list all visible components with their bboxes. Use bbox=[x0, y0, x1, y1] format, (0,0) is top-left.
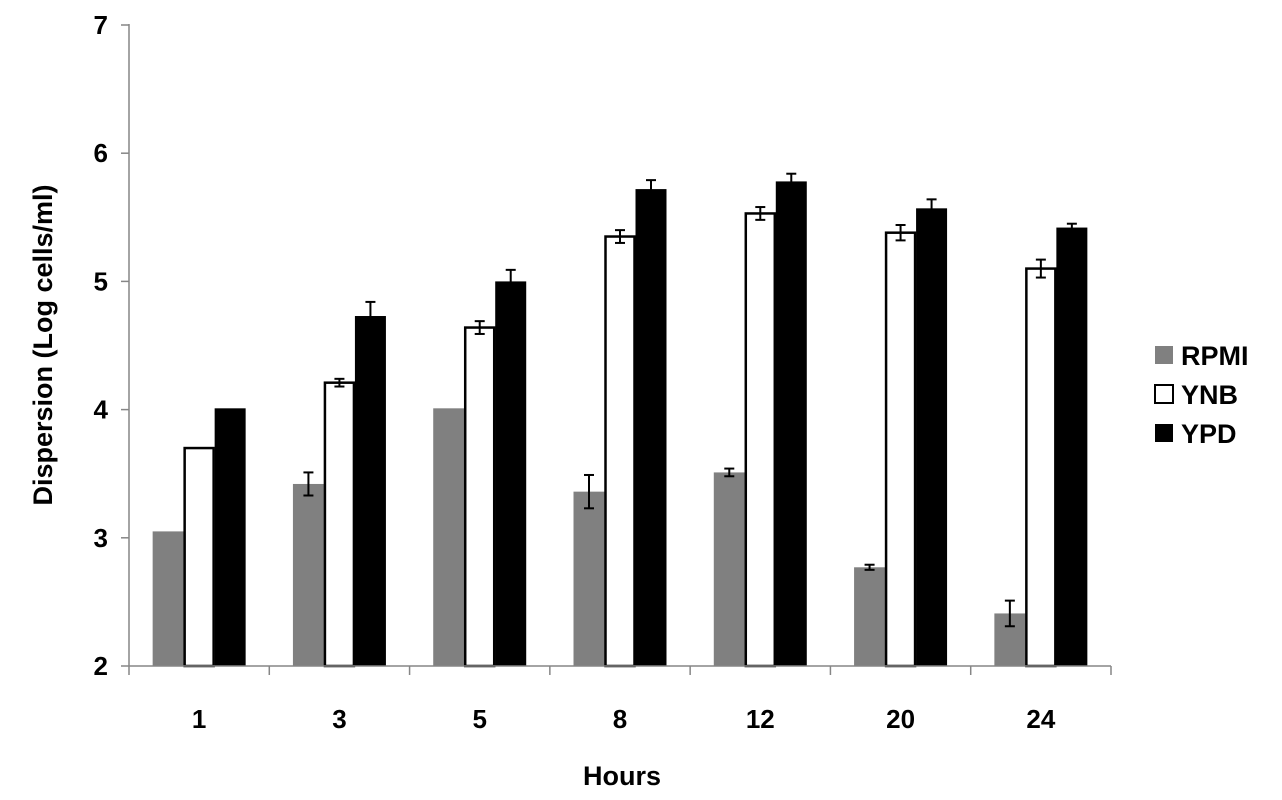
legend-swatch bbox=[1154, 384, 1174, 404]
error-bar-rpmi-8 bbox=[584, 473, 594, 510]
axes: 2 3 4 5 6 7 1 3 5 8 12 20 24 bbox=[94, 10, 1112, 734]
x-tick-label: 8 bbox=[613, 704, 627, 734]
bar-rpmi-3 bbox=[292, 483, 324, 666]
bar-rpmi-12 bbox=[713, 472, 745, 666]
x-axis-title: Hours bbox=[583, 761, 661, 791]
bar-ynb-12 bbox=[744, 212, 777, 668]
x-tick-label: 3 bbox=[332, 704, 346, 734]
bar-ypd-20 bbox=[916, 208, 948, 667]
bar-ynb-24 bbox=[1025, 267, 1057, 668]
error-bar-rpmi-12 bbox=[724, 467, 735, 478]
error-bar-ynb-20 bbox=[895, 223, 906, 242]
bar-ypd-1 bbox=[214, 408, 246, 666]
error-bar-ypd-20 bbox=[926, 198, 937, 219]
error-bar-ynb-24 bbox=[1035, 258, 1046, 279]
y-tick-label: 5 bbox=[94, 266, 108, 296]
y-tick-label: 2 bbox=[94, 651, 108, 681]
bar-rpmi-20 bbox=[854, 567, 886, 666]
legend-swatch bbox=[1155, 424, 1173, 442]
x-tick-label: 20 bbox=[886, 704, 915, 734]
bar-ynb-8 bbox=[604, 235, 636, 668]
y-tick-label: 4 bbox=[94, 395, 109, 425]
y-tick-label: 3 bbox=[94, 523, 108, 553]
bar-ypd-12 bbox=[775, 181, 807, 667]
bar-ynb-5 bbox=[463, 326, 496, 668]
error-bar-ynb-3 bbox=[334, 377, 345, 388]
error-bar-ypd-8 bbox=[646, 179, 656, 200]
legend-label: YPD bbox=[1181, 419, 1237, 449]
error-bar-rpmi-20 bbox=[864, 563, 875, 571]
error-bar-ynb-12 bbox=[755, 206, 766, 221]
x-tick-label: 5 bbox=[472, 704, 486, 734]
legend-item-ypd: YPD bbox=[1155, 419, 1237, 449]
legend-label: RPMI bbox=[1181, 341, 1249, 371]
legend-item-ynb: YNB bbox=[1154, 380, 1238, 410]
error-bar-ypd-24 bbox=[1066, 222, 1077, 233]
x-tick-label: 1 bbox=[192, 704, 206, 734]
error-bar-ynb-5 bbox=[474, 320, 485, 335]
error-bar-ypd-12 bbox=[786, 172, 797, 191]
error-bar-rpmi-3 bbox=[303, 471, 314, 497]
y-axis-title: Dispersion (Log cells/ml) bbox=[28, 184, 58, 505]
x-tick-label: 12 bbox=[746, 704, 775, 734]
legend-swatch bbox=[1155, 346, 1173, 364]
legend-item-rpmi: RPMI bbox=[1155, 341, 1249, 371]
legend: RPMI YNB YPD bbox=[1154, 341, 1249, 449]
bar-ynb-1 bbox=[183, 446, 215, 668]
bar-rpmi-8 bbox=[573, 491, 605, 666]
error-bar-ypd-3 bbox=[365, 300, 376, 332]
y-tick-label: 6 bbox=[94, 138, 108, 168]
error-bar-rpmi-24 bbox=[1004, 599, 1015, 628]
bar-rpmi-1 bbox=[152, 531, 184, 666]
bar-ypd-24 bbox=[1056, 227, 1088, 666]
error-bar-ynb-8 bbox=[615, 229, 625, 244]
bar-ynb-20 bbox=[884, 231, 917, 668]
bar-ynb-3 bbox=[323, 381, 356, 668]
bar-rpmi-5 bbox=[433, 408, 465, 666]
bar-ypd-8 bbox=[635, 189, 667, 666]
x-tick-label: 24 bbox=[1026, 704, 1055, 734]
legend-label: YNB bbox=[1181, 380, 1238, 410]
plot-area bbox=[152, 172, 1088, 668]
bar-ypd-3 bbox=[354, 316, 386, 666]
error-bar-ypd-5 bbox=[505, 268, 516, 294]
y-tick-label: 7 bbox=[94, 10, 108, 40]
bar-ypd-5 bbox=[495, 281, 527, 666]
